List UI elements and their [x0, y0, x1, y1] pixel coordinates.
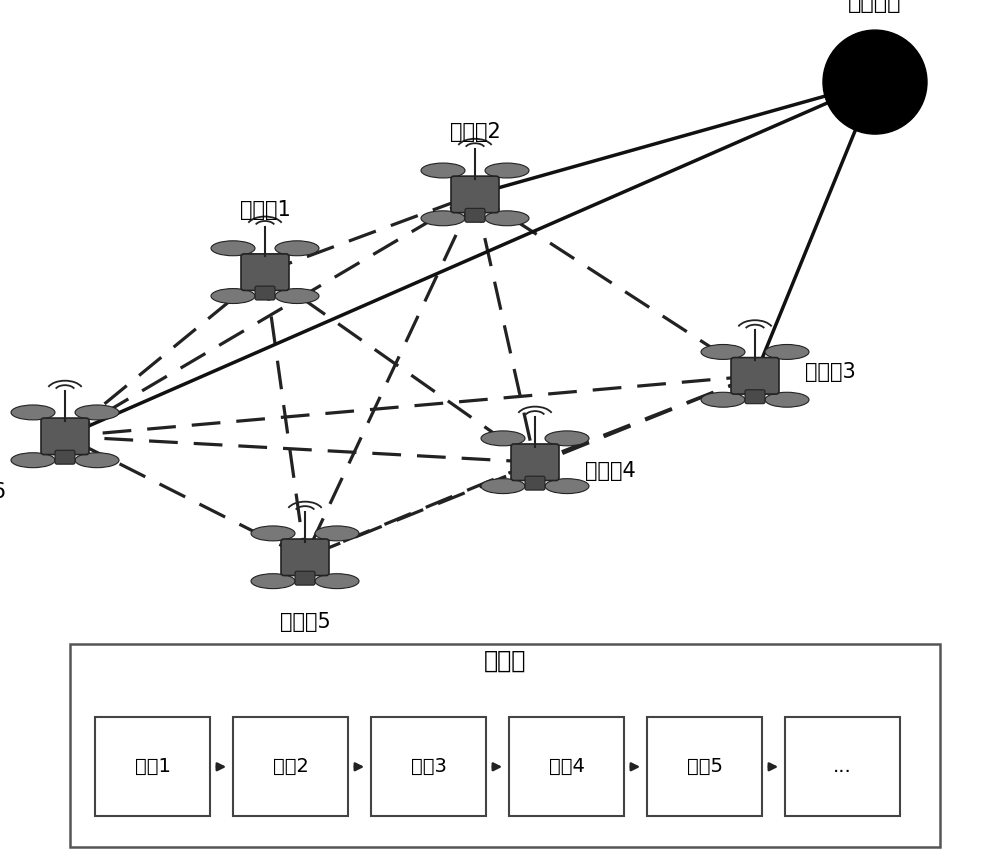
Ellipse shape — [211, 241, 255, 256]
Ellipse shape — [421, 163, 465, 178]
Ellipse shape — [75, 405, 119, 420]
Text: ...: ... — [833, 758, 852, 776]
Text: 区块1: 区块1 — [135, 758, 170, 776]
Ellipse shape — [275, 289, 319, 303]
FancyBboxPatch shape — [451, 176, 499, 213]
Ellipse shape — [315, 574, 359, 588]
Text: 区块4: 区块4 — [549, 758, 584, 776]
FancyBboxPatch shape — [525, 476, 545, 490]
FancyBboxPatch shape — [511, 444, 559, 480]
Ellipse shape — [701, 392, 745, 407]
FancyBboxPatch shape — [295, 571, 315, 585]
Ellipse shape — [545, 479, 589, 493]
Ellipse shape — [11, 453, 55, 467]
Text: 无人机3: 无人机3 — [805, 361, 855, 382]
FancyBboxPatch shape — [70, 644, 940, 847]
FancyBboxPatch shape — [241, 254, 289, 290]
Text: 区块5: 区块5 — [686, 758, 722, 776]
Text: 区块3: 区块3 — [411, 758, 446, 776]
Ellipse shape — [275, 241, 319, 256]
Text: 无人机2: 无人机2 — [450, 122, 500, 143]
Ellipse shape — [75, 453, 119, 467]
FancyBboxPatch shape — [731, 358, 779, 394]
Ellipse shape — [11, 405, 55, 420]
Text: 无人机1: 无人机1 — [240, 200, 290, 220]
Ellipse shape — [765, 392, 809, 407]
Ellipse shape — [765, 345, 809, 359]
FancyBboxPatch shape — [745, 390, 765, 403]
FancyBboxPatch shape — [233, 717, 348, 816]
Ellipse shape — [251, 526, 295, 541]
FancyBboxPatch shape — [95, 717, 210, 816]
Ellipse shape — [481, 479, 525, 493]
FancyBboxPatch shape — [371, 717, 486, 816]
FancyBboxPatch shape — [255, 286, 275, 300]
Ellipse shape — [545, 431, 589, 446]
Ellipse shape — [485, 211, 529, 226]
FancyBboxPatch shape — [647, 717, 762, 816]
FancyBboxPatch shape — [785, 717, 900, 816]
Text: 无人机6: 无人机6 — [0, 482, 5, 503]
FancyBboxPatch shape — [509, 717, 624, 816]
Ellipse shape — [315, 526, 359, 541]
Text: 感知目标: 感知目标 — [848, 0, 902, 13]
Ellipse shape — [421, 211, 465, 226]
Ellipse shape — [211, 289, 255, 303]
Text: 区块链: 区块链 — [484, 649, 526, 673]
FancyBboxPatch shape — [41, 418, 89, 454]
Ellipse shape — [823, 30, 927, 134]
FancyBboxPatch shape — [55, 450, 75, 464]
Text: 区块2: 区块2 — [273, 758, 308, 776]
Text: 无人机4: 无人机4 — [585, 461, 635, 481]
FancyBboxPatch shape — [281, 539, 329, 575]
Ellipse shape — [701, 345, 745, 359]
Ellipse shape — [251, 574, 295, 588]
Ellipse shape — [485, 163, 529, 178]
FancyBboxPatch shape — [465, 208, 485, 222]
Ellipse shape — [481, 431, 525, 446]
Text: 无人机5: 无人机5 — [280, 612, 330, 632]
